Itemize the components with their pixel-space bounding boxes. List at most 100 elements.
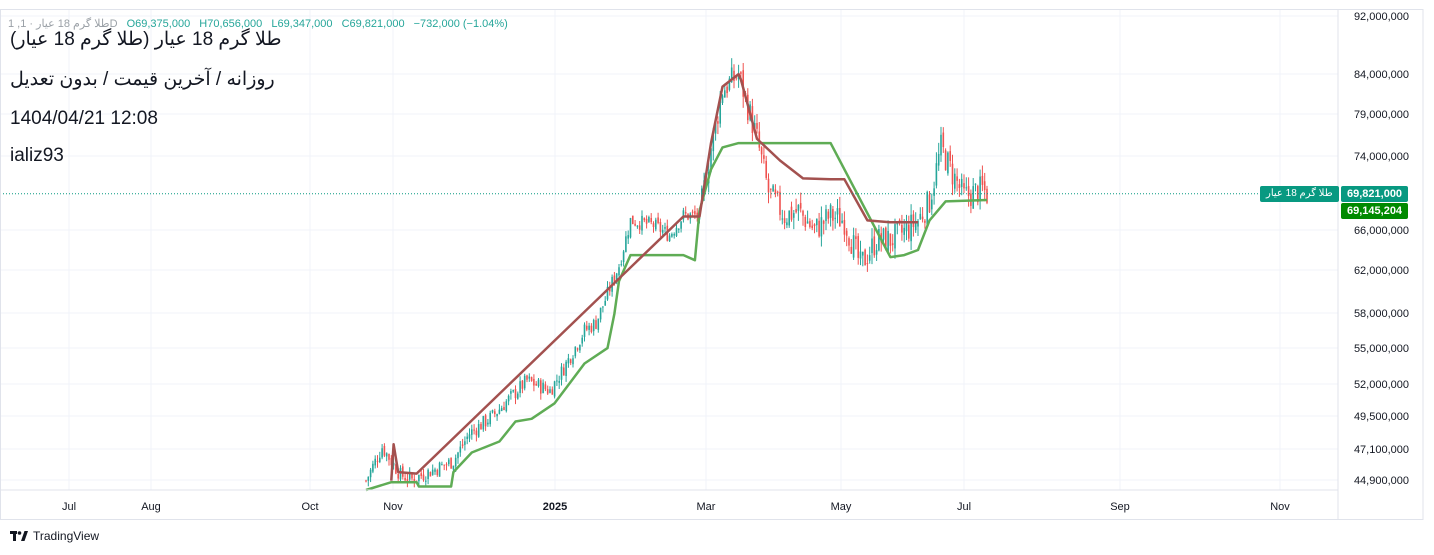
candle-body xyxy=(378,457,381,462)
candle-body xyxy=(556,380,558,382)
candle-body xyxy=(468,434,471,439)
candle-body xyxy=(606,286,609,300)
candle-body xyxy=(986,188,988,203)
indicator-lines xyxy=(0,72,1338,492)
candle-body xyxy=(576,348,579,350)
candle-body xyxy=(526,375,528,380)
candle-body xyxy=(643,218,646,221)
candle-body xyxy=(873,236,876,256)
candle-body xyxy=(951,163,954,185)
candle-body xyxy=(631,215,634,225)
candle-body xyxy=(903,227,906,235)
candle-body xyxy=(422,474,425,481)
candle-body xyxy=(866,263,869,265)
candle-body xyxy=(565,361,567,376)
y-tick-label: 74,000,000 xyxy=(1354,151,1409,163)
candle-body xyxy=(650,217,653,223)
tradingview-logo-icon xyxy=(10,530,28,542)
candle-body xyxy=(917,220,919,227)
last-price-badge: 69,821,000 xyxy=(1341,186,1409,202)
candles xyxy=(365,58,988,488)
y-tick-label: 58,000,000 xyxy=(1354,308,1409,320)
candle-body xyxy=(604,300,607,306)
candle-body xyxy=(519,381,521,393)
candle-body xyxy=(618,267,620,276)
candle-body xyxy=(953,173,956,189)
candle-body xyxy=(498,409,501,414)
candle-body xyxy=(507,395,510,402)
candle-body xyxy=(868,255,871,261)
candle-body xyxy=(836,208,839,215)
candle-body xyxy=(535,383,538,386)
x-tick-label: Aug xyxy=(141,501,161,513)
candle-body xyxy=(470,429,473,435)
candle-body xyxy=(728,78,731,90)
candle-body xyxy=(546,389,549,394)
candle-body xyxy=(910,214,912,242)
candle-body xyxy=(608,287,611,292)
candle-body xyxy=(581,337,584,344)
candle-body xyxy=(802,210,804,216)
candle-body xyxy=(638,225,641,230)
candle-body xyxy=(434,469,436,472)
candle-body xyxy=(786,222,788,226)
candle-body xyxy=(496,414,498,417)
candle-body xyxy=(859,251,862,259)
tradingview-branding[interactable]: TradingView xyxy=(10,529,99,543)
candle-body xyxy=(809,221,811,227)
candle-body xyxy=(376,460,379,462)
x-tick-label: Jul xyxy=(957,501,971,513)
candle-body xyxy=(933,188,935,196)
candle-body xyxy=(627,235,630,239)
candle-body xyxy=(558,380,561,383)
low-value: L69,347,000 xyxy=(271,18,333,30)
close-value: C69,821,000 xyxy=(341,18,405,30)
candle-body xyxy=(671,233,673,237)
candle-body xyxy=(503,407,505,411)
candle-body xyxy=(450,457,452,469)
candle-body xyxy=(719,99,722,124)
candle-body xyxy=(905,223,908,232)
candle-body xyxy=(974,183,977,185)
candle-body xyxy=(383,445,386,456)
candle-body xyxy=(622,251,625,263)
candle-body xyxy=(967,186,970,197)
candle-body xyxy=(769,188,772,190)
candle-body xyxy=(585,325,588,330)
candle-body xyxy=(779,191,781,215)
candle-body xyxy=(588,325,590,330)
candle-body xyxy=(723,90,726,98)
candle-body xyxy=(921,216,924,220)
symbol-interval: 1 ,طلا گرم 18 عیار · 1D xyxy=(8,18,118,30)
candle-body xyxy=(926,191,929,225)
candle-body xyxy=(454,457,457,467)
candle-body xyxy=(461,444,464,446)
candle-body xyxy=(818,220,820,237)
symbol-price-badge: طلا گرم 18 عیار xyxy=(1260,186,1339,202)
candle-body xyxy=(634,223,636,226)
candle-body xyxy=(599,307,602,320)
candle-body xyxy=(420,473,423,476)
candle-body xyxy=(480,423,482,430)
candle-body xyxy=(659,222,662,232)
candle-body xyxy=(395,464,397,474)
candle-body xyxy=(477,424,480,437)
candle-body xyxy=(694,211,696,215)
candle-body xyxy=(654,219,657,230)
candle-body xyxy=(875,250,878,255)
candle-body xyxy=(645,218,648,224)
candle-body xyxy=(710,148,712,172)
candle-body xyxy=(677,228,680,230)
change-value: −732,000 (−1.04%) xyxy=(413,18,508,30)
candle-body xyxy=(730,67,733,83)
candle-body xyxy=(668,235,671,242)
candle-body xyxy=(781,218,784,220)
candle-body xyxy=(949,151,952,161)
candle-body xyxy=(894,224,896,249)
candle-body xyxy=(372,463,374,472)
candle-body xyxy=(436,470,439,476)
candle-body xyxy=(493,411,496,415)
candle-body xyxy=(613,275,616,282)
